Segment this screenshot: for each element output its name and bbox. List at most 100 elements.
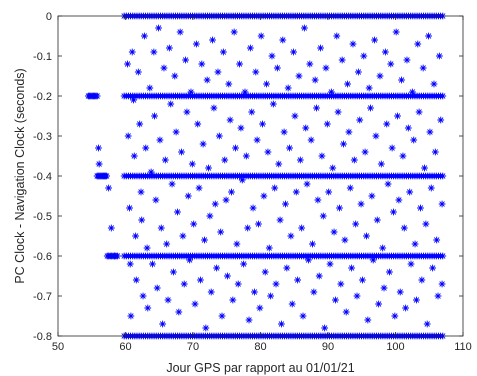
data-point: [252, 68, 260, 76]
x-tick-label: 60: [119, 341, 131, 353]
data-point: [157, 224, 165, 232]
data-point: [244, 224, 252, 232]
data-point: [144, 304, 152, 312]
data-point: [377, 160, 385, 168]
data-point: [438, 200, 446, 208]
data-point: [224, 272, 231, 280]
data-point: [260, 192, 268, 200]
data-point: [360, 52, 368, 60]
data-point: [222, 196, 230, 204]
data-point: [146, 84, 154, 92]
data-point: [392, 28, 400, 36]
data-point: [202, 324, 210, 332]
data-point: [373, 216, 381, 224]
data-point: [248, 108, 256, 116]
data-point: [407, 260, 415, 268]
y-tick-label: -0.7: [33, 291, 52, 303]
data-point: [236, 60, 243, 68]
data-point: [313, 104, 320, 112]
data-point: [198, 60, 206, 68]
data-point: [105, 184, 113, 192]
y-axis-ticks: 0 -0.1 -0.2 -0.3 -0.4 -0.5 -0.6 -0.7 -0.8: [33, 11, 463, 343]
data-point: [124, 132, 132, 140]
data-point: [184, 192, 192, 200]
data-point: [195, 184, 203, 192]
data-point: [413, 296, 420, 304]
data-point: [127, 312, 135, 320]
data-point: [164, 296, 172, 304]
data-point: [325, 188, 333, 196]
data-point: [319, 212, 327, 220]
data-point: [410, 136, 418, 144]
data-point: [161, 156, 169, 164]
data-point: [272, 280, 280, 288]
data-point: [333, 32, 341, 40]
data-point: [421, 164, 428, 172]
x-tick-label: 90: [322, 341, 334, 353]
band-2-point: [439, 172, 447, 180]
data-point: [294, 276, 302, 284]
y-tick-label: -0.4: [33, 171, 52, 183]
data-point: [340, 140, 347, 148]
data-point: [398, 76, 405, 84]
data-point: [322, 64, 330, 72]
data-point: [367, 104, 374, 112]
data-point: [384, 180, 392, 188]
data-point: [143, 244, 151, 252]
data-point: [419, 64, 427, 72]
data-point: [211, 200, 219, 208]
data-point: [307, 136, 315, 144]
data-point: [234, 280, 242, 288]
data-point: [137, 188, 145, 196]
data-point: [349, 40, 357, 48]
data-point: [309, 240, 316, 248]
data-point: [151, 112, 158, 120]
data-point: [438, 280, 446, 288]
data-point: [187, 88, 195, 96]
data-point: [280, 128, 288, 136]
data-point: [354, 68, 362, 76]
data-point: [406, 188, 414, 196]
data-point: [201, 236, 208, 244]
data-point: [364, 316, 372, 324]
data-point: [321, 324, 329, 332]
data-point: [217, 228, 225, 236]
data-point: [415, 108, 423, 116]
data-point: [287, 232, 295, 240]
data-point: [388, 144, 396, 152]
data-point: [363, 232, 370, 240]
data-point: [291, 112, 299, 120]
data-point: [306, 60, 314, 68]
data-point: [336, 204, 343, 212]
x-axis-ticks: 50 60 70 80 90 100 110: [52, 16, 472, 353]
data-point: [159, 320, 167, 328]
data-point: [134, 68, 142, 76]
x-tick-label: 100: [386, 341, 404, 353]
data-point: [434, 292, 442, 300]
data-point: [418, 276, 426, 284]
data-point: [284, 84, 292, 92]
data-point: [390, 208, 397, 216]
data-point: [379, 244, 387, 252]
data-point: [327, 88, 335, 96]
data-point: [206, 212, 214, 220]
data-point: [381, 48, 389, 56]
data-point: [356, 116, 364, 124]
data-point: [368, 192, 376, 200]
data-point: [408, 88, 416, 96]
data-point: [348, 264, 356, 272]
band-5-point: [93, 92, 101, 100]
data-point: [152, 196, 160, 204]
y-tick-label: -0.6: [33, 251, 52, 263]
data-point: [346, 184, 354, 192]
y-axis-label: PC Clock - Navigation Clock (seconds): [13, 68, 27, 283]
data-point: [414, 40, 422, 48]
data-point: [426, 128, 434, 136]
data-point: [256, 304, 264, 312]
data-point: [176, 28, 184, 36]
data-point: [275, 160, 283, 168]
data-point: [242, 152, 250, 160]
data-point: [179, 232, 187, 240]
data-point: [365, 84, 373, 92]
